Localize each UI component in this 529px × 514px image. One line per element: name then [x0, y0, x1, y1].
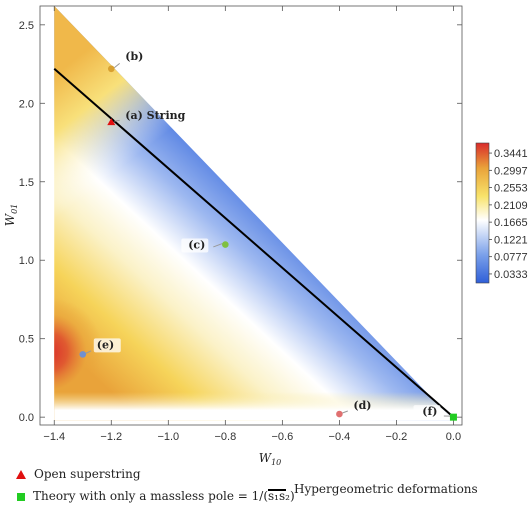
colorbar-ticks: 0.3441 0.2997 0.2553 0.2109 0.1665 0.1221 0.07… [489, 148, 528, 281]
data-points: (a) String (b) (c) (d) (e) (f) [79, 50, 457, 421]
hypergeometric-line [53, 68, 455, 418]
leader-line [213, 243, 223, 248]
x-axis-ticks: −1.4 −1.2 −1.0 −0.8 −0.6 −0.4 −0.2 0.0 [43, 6, 461, 443]
x-tick-label: −0.4 [329, 431, 351, 443]
colorbar-tick-label: 0.0777 [494, 252, 528, 264]
y-tick-label: 2.5 [19, 20, 34, 32]
point-b: (b) [107, 50, 143, 73]
point-marker [222, 241, 229, 248]
x-tick-label: 0.0 [446, 431, 461, 443]
x-tick-label: −1.0 [157, 431, 179, 443]
legend-hypergeometric-label: Hypergeometric deformations [294, 482, 478, 496]
point-c: (c) [181, 238, 229, 253]
colorbar [475, 142, 490, 284]
x-axis-label: W10 [259, 451, 282, 467]
colorbar-tick-label: 0.0333 [494, 269, 528, 281]
plot-frame [39, 5, 463, 426]
point-label: (b) [125, 50, 143, 63]
point-label: (d) [353, 399, 371, 412]
leader-line [114, 119, 120, 122]
colorbar-tick-label: 0.1665 [494, 217, 528, 229]
y-axis-ticks: 0.0 0.5 1.0 1.5 2.0 2.5 [19, 20, 462, 424]
leader-line [342, 410, 348, 414]
colorbar-tick-label: 0.1221 [494, 234, 528, 246]
colorbar-tick-label: 0.2553 [494, 183, 528, 195]
label-box [413, 405, 441, 420]
colorbar-tick-label: 0.2997 [494, 165, 528, 177]
point-marker [107, 118, 116, 126]
colorbar-tick-label: 0.2109 [494, 200, 528, 212]
label-box [181, 238, 209, 253]
leader-line [85, 350, 92, 354]
label-box [93, 338, 121, 353]
y-tick-label: 0.5 [19, 334, 34, 346]
green-square-icon [17, 492, 25, 501]
y-tick-label: 1.0 [19, 255, 34, 267]
colorbar-tick-label: 0.3441 [494, 148, 528, 160]
point-d: (d) [336, 399, 372, 418]
red-triangle-icon [16, 470, 26, 479]
point-a: (a) String [107, 109, 186, 126]
x-tick-label: −1.2 [100, 431, 122, 443]
y-tick-label: 0.0 [19, 412, 34, 424]
x-tick-label: −0.8 [214, 431, 236, 443]
point-label: (c) [188, 239, 205, 252]
y-tick-label: 1.5 [19, 177, 34, 189]
leader-line [113, 62, 120, 69]
x-tick-label: −0.6 [272, 431, 294, 443]
x-tick-label: −0.2 [386, 431, 408, 443]
legend-massless-pole-label: Theory with only a massless pole = 1/(s₁… [33, 489, 295, 503]
point-label: (f) [422, 405, 437, 418]
heatmap-region [54, 6, 454, 421]
y-axis-label: W01 [3, 204, 19, 227]
legend-hypergeometric: Hypergeometric deformations [268, 482, 478, 496]
point-f: (f) [413, 405, 457, 421]
point-label: (e) [97, 338, 114, 351]
x-tick-label: −1.4 [43, 431, 65, 443]
legend-open-superstring-label: Open superstring [34, 467, 141, 481]
legend-open-superstring: Open superstring [16, 467, 141, 481]
legend-massless-pole: Theory with only a massless pole = 1/(s₁… [17, 489, 295, 503]
point-label: (a) String [125, 109, 185, 122]
point-marker [107, 65, 115, 73]
point-e: (e) [79, 338, 121, 358]
y-tick-label: 2.0 [19, 98, 34, 110]
black-line-icon [268, 488, 286, 491]
point-marker [336, 410, 343, 418]
point-marker [449, 413, 457, 421]
point-marker [79, 351, 87, 358]
